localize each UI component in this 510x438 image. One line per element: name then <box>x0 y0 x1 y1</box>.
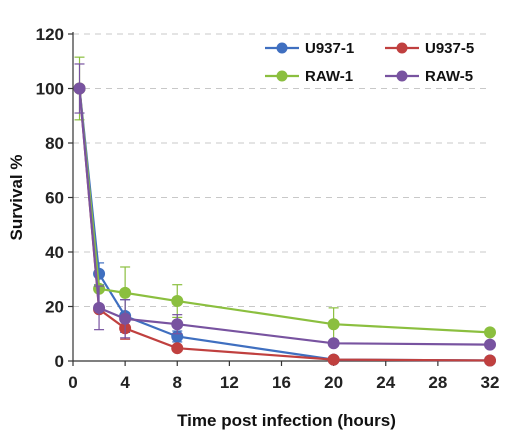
data-point <box>73 82 86 95</box>
y-tick-label: 100 <box>36 80 64 99</box>
series-U937-5 <box>73 82 496 367</box>
legend-item-U937-1: U937-1 <box>265 40 354 57</box>
data-series <box>73 56 496 367</box>
data-point <box>327 353 340 366</box>
data-point <box>484 326 496 339</box>
x-tick-label: 28 <box>428 373 447 392</box>
x-tick-label: 32 <box>481 373 500 392</box>
x-tick-label: 20 <box>324 373 343 392</box>
y-tick-label: 20 <box>45 298 64 317</box>
legend-item-U937-5: U937-5 <box>385 40 474 57</box>
x-tick-label: 12 <box>220 373 239 392</box>
data-point <box>327 337 340 350</box>
data-point <box>119 312 132 325</box>
y-tick-label: 120 <box>36 25 64 44</box>
y-axis-title: Survival % <box>7 155 26 241</box>
legend-label: U937-5 <box>425 40 474 57</box>
legend-label: RAW-1 <box>305 68 353 85</box>
legend-marker <box>276 42 288 54</box>
x-tick-label: 24 <box>376 373 395 392</box>
legend-marker <box>276 70 288 82</box>
data-point <box>484 338 496 351</box>
y-tick-label: 40 <box>45 243 64 262</box>
x-axis-title: Time post infection (hours) <box>177 411 396 430</box>
data-point <box>484 354 496 367</box>
data-point <box>171 318 184 331</box>
x-tick-label: 16 <box>272 373 291 392</box>
legend-marker <box>396 70 408 82</box>
legend-label: U937-1 <box>305 40 354 57</box>
x-tick-label: 4 <box>120 373 130 392</box>
series-RAW-1 <box>73 56 496 342</box>
grid-lines <box>73 33 490 307</box>
data-point <box>119 286 132 299</box>
data-point <box>171 342 184 355</box>
legend-marker <box>396 42 408 54</box>
x-tick-label: 0 <box>68 373 77 392</box>
y-tick-label: 0 <box>55 352 64 371</box>
legend-label: RAW-5 <box>425 68 473 85</box>
legend-item-RAW-1: RAW-1 <box>265 68 353 85</box>
data-point <box>93 301 106 314</box>
legend: U937-1 U937-5 RAW-1 RAW-5 <box>265 40 474 85</box>
data-point <box>171 295 184 308</box>
y-tick-label: 80 <box>45 134 64 153</box>
series-line <box>78 88 491 346</box>
series-RAW-5 <box>73 63 496 351</box>
x-tick-label: 8 <box>173 373 182 392</box>
y-tick-label: 60 <box>45 189 64 208</box>
series-U937-1 <box>73 82 496 367</box>
tick-labels: 0 20 40 60 80 100 120 0 4 8 12 16 20 24 28 32 <box>36 25 500 392</box>
data-point <box>327 318 340 331</box>
legend-item-RAW-5: RAW-5 <box>385 68 473 85</box>
series-line <box>78 88 491 334</box>
